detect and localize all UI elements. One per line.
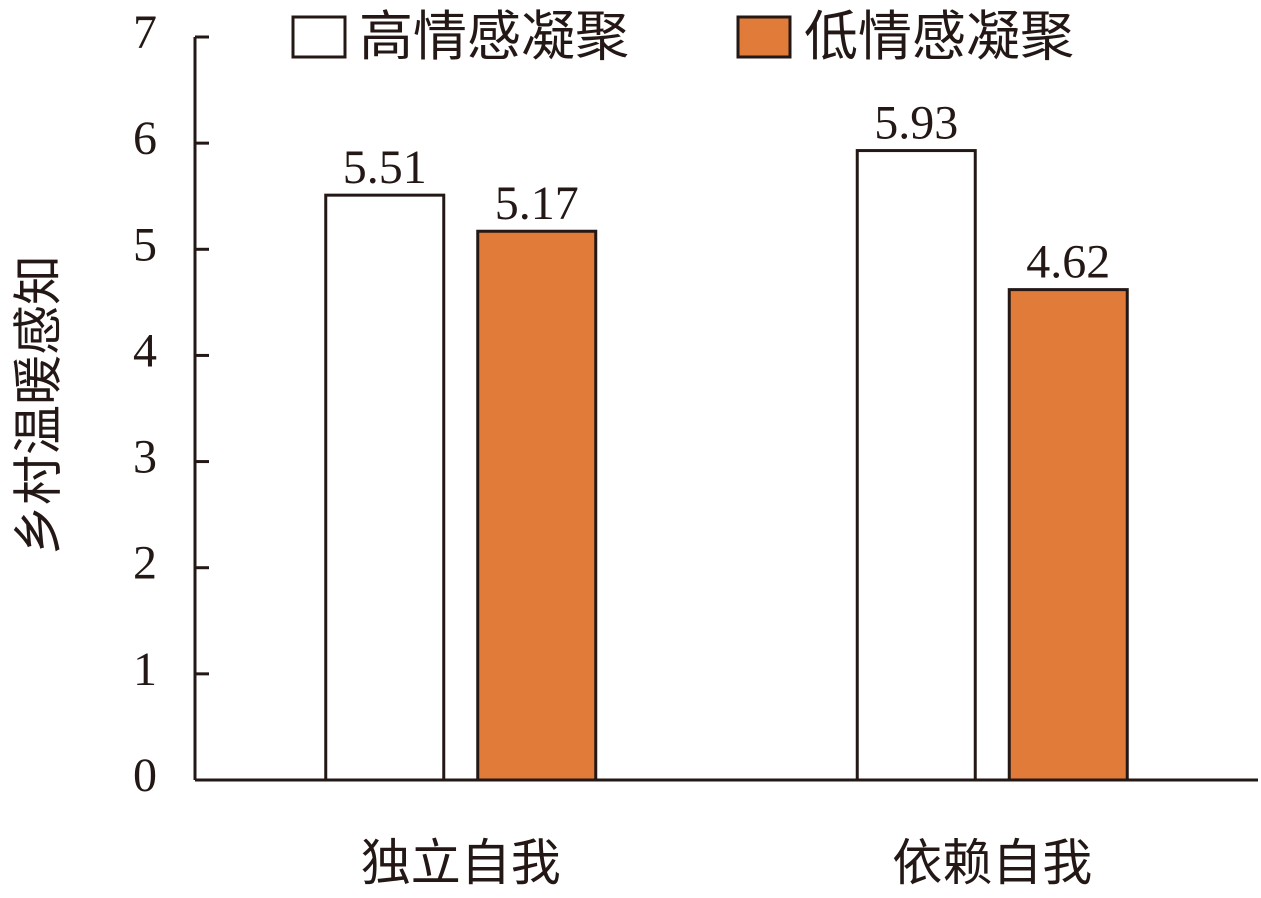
bar bbox=[855, 149, 977, 782]
x-tick-label: 依赖自我 bbox=[892, 834, 1092, 892]
bar bbox=[476, 229, 598, 782]
legend-swatch bbox=[736, 15, 792, 59]
y-axis-label: 乡村温暖感知 bbox=[10, 255, 68, 555]
legend-label: 高情感凝聚 bbox=[359, 5, 629, 68]
y-tick-label: 6 bbox=[133, 112, 157, 165]
bar bbox=[324, 193, 446, 782]
data-label: 5.17 bbox=[495, 177, 579, 230]
y-tick-label: 3 bbox=[133, 431, 157, 484]
y-tick-label: 7 bbox=[133, 6, 157, 59]
bar bbox=[1007, 288, 1129, 782]
legend-label: 低情感凝聚 bbox=[804, 5, 1074, 68]
data-label: 5.51 bbox=[343, 141, 427, 194]
y-tick-label: 2 bbox=[133, 537, 157, 590]
data-label: 5.93 bbox=[874, 97, 958, 150]
legend-swatch bbox=[291, 15, 347, 59]
y-tick-label: 4 bbox=[133, 324, 157, 377]
y-tick-label: 5 bbox=[133, 218, 157, 271]
y-tick-label: 1 bbox=[133, 643, 157, 696]
x-tick-label: 独立自我 bbox=[361, 834, 561, 892]
data-label: 4.62 bbox=[1026, 236, 1110, 289]
y-tick-label: 0 bbox=[133, 749, 157, 802]
